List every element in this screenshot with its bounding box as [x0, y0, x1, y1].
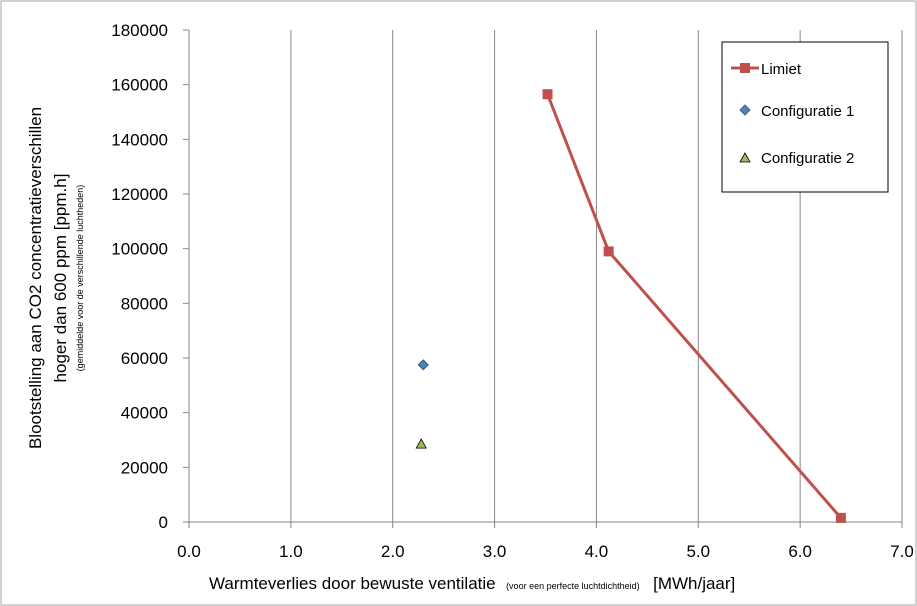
legend: Limiet Configuratie 1 Configuratie 2: [721, 41, 889, 193]
x-axis-title: Warmteverlies door bewuste ventilatie (v…: [209, 574, 735, 593]
legend-limiet-label: Limiet: [761, 61, 802, 78]
tick-label-layer: 0.0 1.0 2.0 3.0 4.0 5.0 6.0 7.0 0 20000 40000 60000…: [111, 21, 914, 561]
data-point-limiet: [603, 246, 614, 257]
x-tick-label: 7.0: [890, 542, 914, 561]
y-tick-label: 60000: [121, 349, 168, 368]
data-point-limiet: [835, 512, 846, 523]
x-tick-label: 6.0: [788, 542, 812, 561]
legend-item-configuratie-2: Configuratie 2: [739, 150, 854, 167]
data-point-configuratie-1: [417, 359, 429, 371]
y-tick-label: 0: [159, 513, 168, 532]
x-tick-label: 4.0: [585, 542, 609, 561]
y-tick-label: 160000: [111, 76, 168, 95]
grid-layer: [290, 30, 903, 522]
y-tick-label: 180000: [111, 21, 168, 40]
x-tick-label: 1.0: [279, 542, 303, 561]
axis-layer: [183, 29, 903, 528]
x-tick-label: 0.0: [177, 542, 201, 561]
x-tick-label: 3.0: [483, 542, 507, 561]
y-tick-label: 80000: [121, 294, 168, 313]
y-tick-label: 140000: [111, 130, 168, 149]
legend-configuratie-2-marker: [739, 152, 751, 163]
data-point-configuratie-2: [415, 438, 427, 449]
x-axis-label-unit: [MWh/jaar]: [653, 574, 735, 593]
series-layer: [415, 89, 846, 523]
x-tick-label: 5.0: [686, 542, 710, 561]
y-tick-label: 120000: [111, 185, 168, 204]
legend-configuratie-1-label: Configuratie 1: [761, 103, 854, 120]
y-axis-label-line3: (gemiddelde voor de verschillende luchth…: [75, 185, 85, 372]
x-tick-label: 2.0: [381, 542, 405, 561]
legend-item-configuratie-1: Configuratie 1: [739, 103, 854, 120]
x-axis-label-note: (voor een perfecte luchtdichtheid): [506, 581, 640, 591]
data-point-limiet: [542, 89, 553, 100]
legend-configuratie-1-marker: [739, 104, 751, 116]
y-tick-label: 20000: [121, 458, 168, 477]
legend-limiet-marker: [740, 63, 750, 73]
y-tick-label: 100000: [111, 240, 168, 259]
y-axis-label-line2: hoger dan 600 ppm [ppm.h]: [51, 174, 70, 383]
legend-configuratie-2-label: Configuratie 2: [761, 150, 854, 167]
y-axis-title: Blootstelling aan CO2 concentratieversch…: [26, 107, 85, 449]
legend-item-limiet: Limiet: [731, 61, 802, 78]
y-axis-label-line1: Blootstelling aan CO2 concentratieversch…: [26, 107, 45, 449]
y-tick-label: 40000: [121, 404, 168, 423]
legend-box: [721, 41, 889, 193]
x-axis-label-main: Warmteverlies door bewuste ventilatie: [209, 574, 496, 593]
